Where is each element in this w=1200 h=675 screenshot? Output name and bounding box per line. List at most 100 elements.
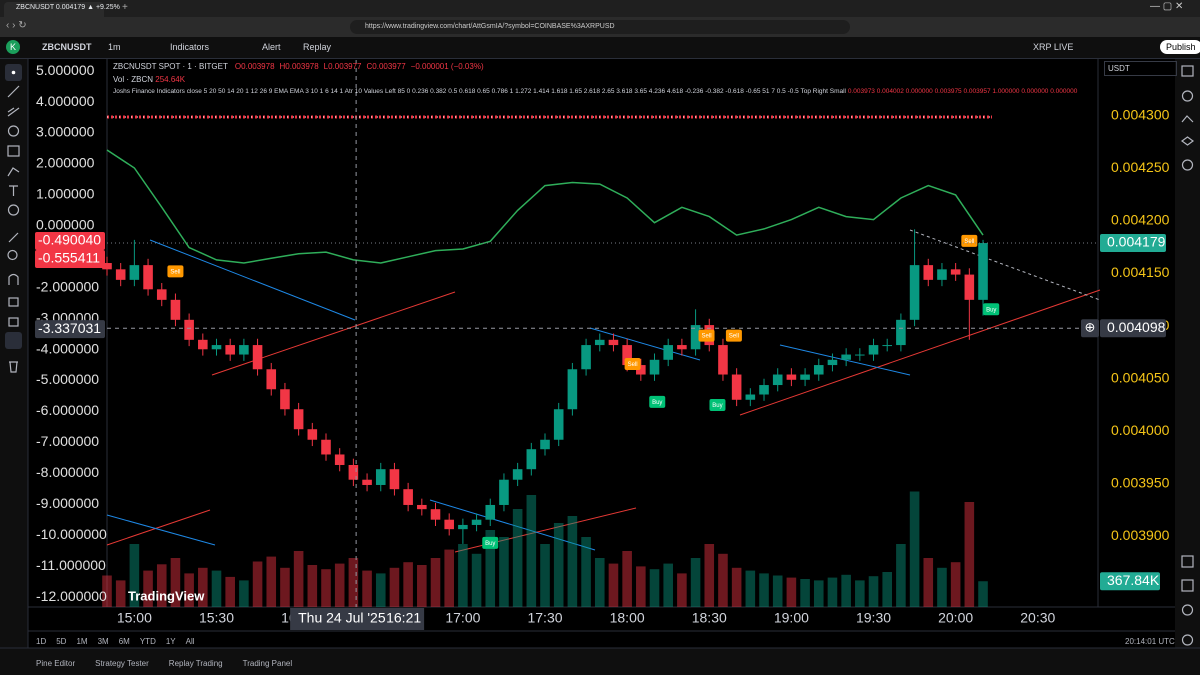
tool-magnet[interactable] bbox=[8, 273, 19, 286]
range-button[interactable]: YTD bbox=[139, 637, 156, 646]
volume-bar bbox=[266, 556, 277, 607]
tool-brush[interactable] bbox=[7, 167, 20, 177]
candle-body bbox=[649, 359, 660, 375]
panel-tab[interactable]: Pine Editor bbox=[36, 659, 76, 668]
x-tick-label: 15:00 bbox=[117, 610, 152, 626]
nav-buttons[interactable]: ‹ › ↻ bbox=[6, 20, 27, 31]
candle-body bbox=[690, 325, 701, 350]
volume-bar bbox=[677, 573, 687, 607]
candle-body bbox=[923, 265, 934, 280]
ohlc: O0.003978 H0.003978 L0.003977 C0.003977 −0.0… bbox=[230, 62, 484, 71]
watchlist[interactable] bbox=[1181, 65, 1194, 77]
alert-button[interactable]: Alert bbox=[262, 42, 281, 52]
right-sidebar bbox=[1175, 58, 1200, 648]
y-tick-label: 0.004000 bbox=[1111, 422, 1170, 438]
candle-body bbox=[950, 269, 961, 275]
volume-bar bbox=[690, 558, 701, 607]
tool-trash[interactable] bbox=[9, 361, 18, 373]
candle-body bbox=[184, 319, 194, 340]
volume-bar bbox=[156, 564, 167, 607]
indicator-line bbox=[106, 149, 984, 264]
ideas[interactable] bbox=[1181, 579, 1194, 592]
panel-tab[interactable]: Replay Trading bbox=[168, 659, 223, 668]
legend-row: Joshs Finance Indicators close 5 20 50 1… bbox=[113, 88, 1088, 95]
volume-bar bbox=[375, 573, 386, 607]
volume-bar bbox=[636, 566, 646, 607]
ohlc-value: −0.000001 (−0.03%) bbox=[410, 62, 484, 71]
candle-body bbox=[855, 354, 865, 356]
range-button[interactable]: All bbox=[185, 637, 195, 646]
bottom-tabs: Pine Editor Strategy Tester Replay Trading… bbox=[36, 659, 312, 668]
y2-tick-label: 0.000000 bbox=[36, 217, 95, 233]
volume-bar bbox=[745, 570, 756, 607]
volume-bar bbox=[663, 563, 673, 607]
panel-tab[interactable]: Trading Panel bbox=[242, 659, 293, 668]
symbol[interactable]: ZBCNUSDT bbox=[42, 42, 92, 52]
candle-body bbox=[362, 479, 372, 485]
volume-bar bbox=[102, 575, 112, 607]
hotlist[interactable] bbox=[1181, 159, 1194, 171]
volume-bar bbox=[348, 558, 359, 607]
interval[interactable]: 1m bbox=[108, 42, 121, 52]
currency-select[interactable]: USDT bbox=[1104, 61, 1177, 76]
trend-line bbox=[909, 229, 1101, 301]
tool-emoji[interactable] bbox=[7, 204, 20, 216]
window-controls[interactable]: — ▢ ✕ bbox=[1150, 1, 1184, 12]
tool-zoom[interactable] bbox=[7, 249, 18, 261]
tool-fib[interactable] bbox=[7, 107, 20, 117]
candle-body bbox=[239, 345, 249, 355]
tool-pattern[interactable] bbox=[7, 125, 20, 137]
tab-title: ZBCNUSDT 0.004179 ▲ +9.25% bbox=[16, 4, 120, 11]
ohlc-value: L0.003977 bbox=[323, 62, 362, 71]
tool-hide[interactable] bbox=[5, 332, 22, 349]
range-button[interactable]: 1Y bbox=[165, 637, 176, 646]
range-button[interactable]: 3M bbox=[97, 637, 109, 646]
replay-button[interactable]: Replay bbox=[303, 42, 332, 52]
layers[interactable] bbox=[1180, 136, 1195, 146]
new-tab[interactable]: + bbox=[122, 2, 128, 13]
y2-value-label: -0.555411 bbox=[38, 250, 100, 266]
alerts[interactable] bbox=[1181, 90, 1194, 102]
help[interactable] bbox=[1181, 634, 1194, 646]
candle-body bbox=[430, 509, 441, 520]
range-button[interactable]: 5D bbox=[56, 637, 67, 646]
panel-tab[interactable]: Strategy Tester bbox=[95, 659, 149, 668]
url-box[interactable] bbox=[350, 20, 850, 34]
volume-bar bbox=[978, 581, 988, 607]
tool-line[interactable] bbox=[7, 85, 20, 98]
range-button[interactable]: 1D bbox=[36, 637, 47, 646]
candle-body bbox=[540, 439, 550, 450]
tool-measure[interactable] bbox=[7, 145, 20, 157]
chat[interactable] bbox=[1181, 604, 1194, 616]
y-tick-label: 0.004250 bbox=[1111, 159, 1170, 175]
tool-lock2[interactable] bbox=[8, 317, 19, 327]
volume-bar bbox=[485, 530, 496, 607]
tool-text[interactable] bbox=[9, 185, 18, 196]
range-button[interactable]: 6M bbox=[118, 637, 130, 646]
address-bar: ‹ › ↻ https://www.tradingview.com/chart/… bbox=[0, 17, 1200, 37]
ohlc-value: O0.003978 bbox=[234, 62, 275, 71]
volume-bar bbox=[280, 567, 290, 607]
trend-line bbox=[739, 289, 1101, 416]
tab[interactable] bbox=[4, 2, 104, 17]
candle-body bbox=[334, 454, 345, 465]
indicator-values: 0.003973 0.004002 0.000000 0.003975 0.00… bbox=[847, 88, 1078, 95]
current-price-box bbox=[1100, 234, 1166, 253]
volume-bar bbox=[225, 576, 235, 607]
tool-ruler[interactable] bbox=[8, 232, 19, 243]
volume-bar bbox=[800, 579, 810, 607]
range-button[interactable]: 1M bbox=[76, 637, 88, 646]
data-window[interactable] bbox=[1181, 115, 1194, 123]
avatar[interactable]: K bbox=[6, 40, 20, 54]
candle-body bbox=[567, 369, 578, 410]
ohlc-value: C0.003977 bbox=[366, 62, 406, 71]
y2-tick-label: 5.000000 bbox=[36, 62, 95, 78]
publish-button[interactable]: Publish bbox=[1160, 40, 1200, 54]
y2-value-label: -0.490040 bbox=[38, 232, 101, 248]
account[interactable]: XRP LIVE bbox=[1033, 42, 1074, 52]
trend-line bbox=[106, 514, 216, 546]
candle-body bbox=[964, 274, 975, 300]
indicators-button[interactable]: Indicators bbox=[170, 42, 210, 52]
tool-lock[interactable] bbox=[8, 297, 19, 307]
calendar[interactable] bbox=[1181, 555, 1194, 568]
